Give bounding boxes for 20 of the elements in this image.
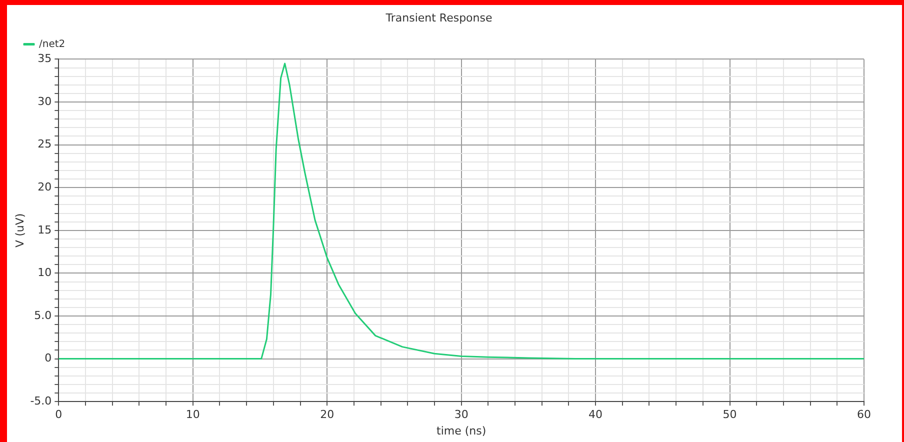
y-tick-label: 25 <box>38 138 52 151</box>
y-tick-label: -5.0 <box>30 394 52 408</box>
y-tick-label: 0 <box>44 352 52 365</box>
x-tick-label: 20 <box>320 408 334 422</box>
y-tick-label: 5.0 <box>34 308 52 322</box>
x-axis-title: time (ns) <box>436 424 486 438</box>
y-tick-label: 30 <box>38 94 52 108</box>
x-tick-label: 50 <box>722 408 737 422</box>
x-tick-label: 30 <box>454 408 468 422</box>
x-tick-label: 60 <box>857 408 871 422</box>
x-tick-label: 40 <box>588 408 603 422</box>
legend-label: /net2 <box>39 38 66 50</box>
chart-title: Transient Response <box>384 11 492 24</box>
x-tick-label: 0 <box>55 408 62 422</box>
y-tick-label: 10 <box>38 266 52 280</box>
y-tick-label: 20 <box>38 180 52 194</box>
y-axis-title: V (uV) <box>13 213 26 248</box>
y-tick-label: 15 <box>38 223 52 236</box>
y-tick-label: 35 <box>38 52 52 66</box>
x-tick-label: 10 <box>186 408 200 422</box>
